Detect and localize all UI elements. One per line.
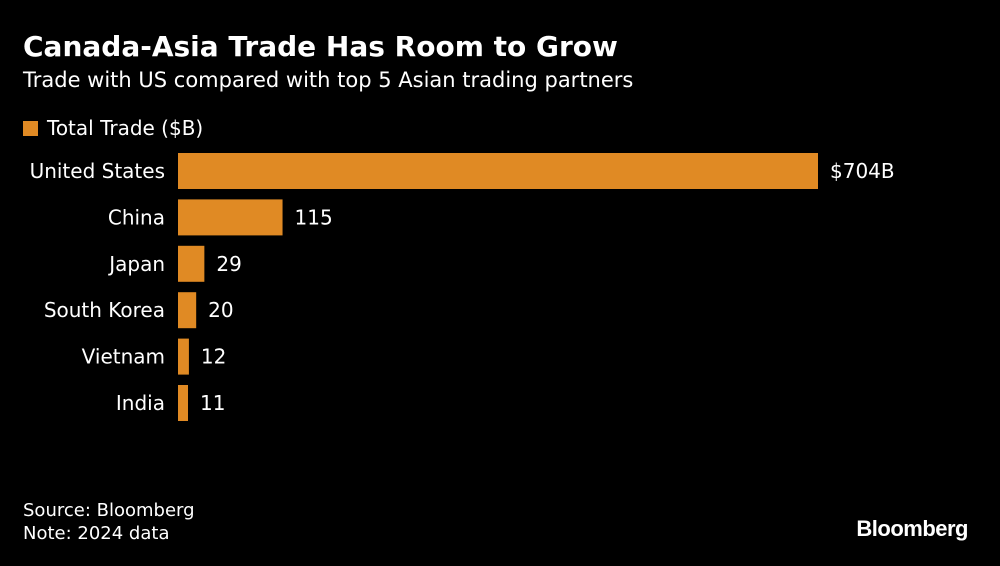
category-label: Vietnam — [82, 345, 165, 369]
legend: Total Trade ($B) — [23, 116, 203, 140]
category-label: India — [116, 391, 165, 415]
chart-title: Canada-Asia Trade Has Room to Grow — [23, 30, 618, 63]
category-label: South Korea — [44, 298, 165, 322]
bar — [178, 153, 818, 189]
category-label: Japan — [107, 252, 165, 276]
data-label: 12 — [201, 345, 226, 369]
footer: Source: Bloomberg Note: 2024 data — [23, 499, 195, 545]
data-label: 115 — [295, 205, 333, 229]
source-note: Source: Bloomberg — [23, 500, 195, 521]
legend-label: Total Trade ($B) — [47, 116, 204, 140]
bar — [178, 292, 197, 329]
data-note: Note: 2024 data — [23, 523, 170, 544]
bloomberg-logo: Bloomberg — [856, 516, 968, 541]
bar — [178, 338, 189, 375]
bar — [178, 245, 205, 282]
category-label: United States — [30, 159, 165, 183]
data-label: 11 — [200, 391, 225, 415]
category-label: China — [108, 205, 165, 229]
bar-chart: United States $704B China 115 Japan 29 South K… — [30, 153, 895, 421]
bar — [178, 199, 283, 236]
data-label: 20 — [208, 298, 233, 322]
chart-subtitle: Trade with US compared with top 5 Asian … — [23, 68, 634, 92]
legend-swatch — [23, 120, 38, 136]
data-label: $704B — [830, 159, 895, 183]
bar — [178, 385, 188, 421]
data-label: 29 — [216, 252, 241, 276]
